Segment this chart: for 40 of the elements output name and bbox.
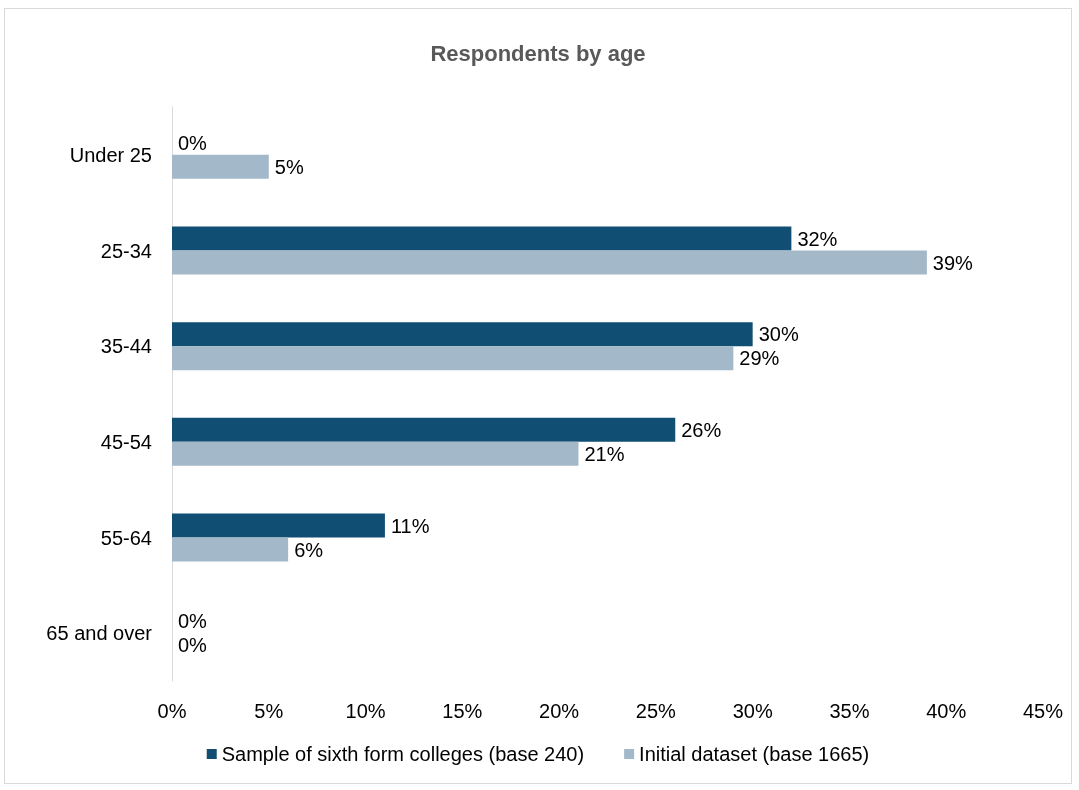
- y-tick-label: Under 25: [69, 143, 152, 166]
- data-label: 32%: [797, 227, 838, 250]
- legend-label: Initial dataset (base 1665): [639, 743, 870, 765]
- x-tick-label: 35%: [829, 700, 870, 722]
- x-tick-label: 15%: [442, 700, 483, 722]
- bar: [172, 226, 792, 251]
- bar: [172, 417, 676, 442]
- x-tick-label: 30%: [732, 700, 773, 722]
- bar: [172, 250, 927, 275]
- data-label: 21%: [584, 442, 625, 465]
- legend-label: Sample of sixth form colleges (base 240): [221, 743, 585, 765]
- chart-title: Respondents by age: [430, 40, 646, 66]
- data-label: 39%: [932, 251, 974, 274]
- bar: [172, 346, 734, 371]
- bar: [172, 513, 385, 538]
- y-tick-label: 35-44: [100, 335, 152, 358]
- x-tick-label: 25%: [635, 700, 677, 722]
- data-label: 5%: [274, 155, 304, 178]
- bar: [172, 322, 753, 347]
- x-tick-label: 20%: [539, 700, 580, 722]
- bar: [172, 441, 579, 466]
- data-label: 11%: [390, 514, 430, 537]
- x-tick-label: 5%: [254, 700, 284, 722]
- y-tick-label: 65 and over: [46, 622, 153, 645]
- x-tick-label: 10%: [345, 700, 386, 722]
- y-tick-label: 55-64: [100, 526, 152, 549]
- bar: [172, 154, 269, 179]
- x-tick-label: 0%: [157, 700, 187, 722]
- data-label: 30%: [758, 323, 799, 346]
- data-label: 6%: [294, 538, 324, 561]
- data-label: 0%: [178, 634, 208, 657]
- data-label: 29%: [739, 347, 780, 370]
- x-tick-label: 40%: [926, 700, 967, 722]
- bar: [172, 537, 289, 562]
- data-label: 26%: [681, 418, 722, 441]
- y-tick-label: 45-54: [100, 430, 152, 453]
- data-label: 0%: [178, 610, 208, 633]
- y-tick-label: 25-34: [100, 239, 152, 262]
- x-tick-label: 45%: [1022, 700, 1064, 722]
- data-label: 0%: [178, 131, 208, 154]
